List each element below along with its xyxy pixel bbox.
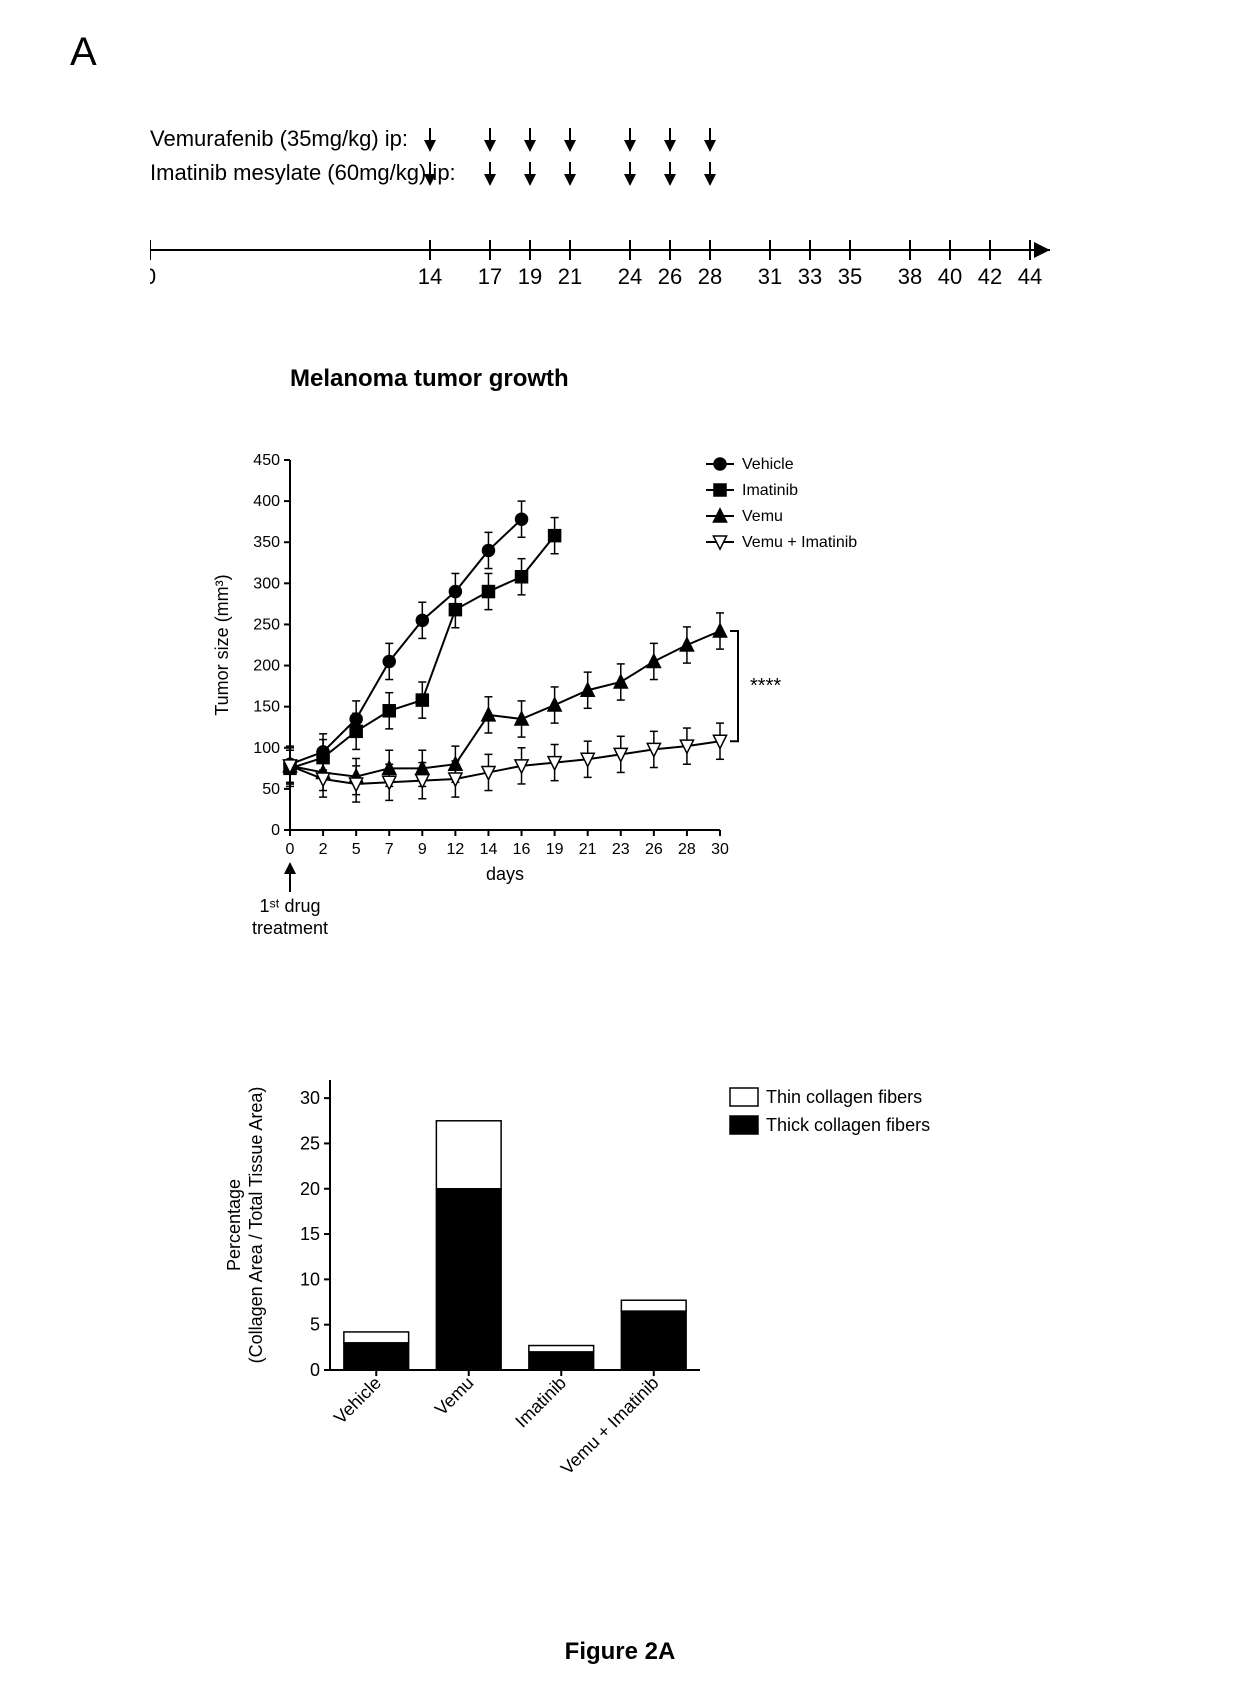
bar-category-label: Vehicle xyxy=(330,1373,385,1428)
timeline-tick-label: 19 xyxy=(518,264,542,289)
svg-text:2: 2 xyxy=(319,841,328,858)
svg-text:19: 19 xyxy=(546,841,564,858)
dose-arrow-icon xyxy=(524,128,536,152)
timeline-tick-label: 28 xyxy=(698,264,722,289)
figure-page: A Vemurafenib (35mg/kg) ip: Imatinib mesy… xyxy=(0,0,1240,1706)
svg-text:10: 10 xyxy=(300,1269,320,1289)
svg-text:200: 200 xyxy=(253,658,280,675)
legend-label: Thick collagen fibers xyxy=(766,1115,930,1135)
svg-text:28: 28 xyxy=(678,841,696,858)
legend-label: Thin collagen fibers xyxy=(766,1087,922,1107)
svg-text:30: 30 xyxy=(300,1088,320,1108)
timeline-tick-label: 17 xyxy=(478,264,502,289)
timeline-tick-label: 38 xyxy=(898,264,922,289)
svg-text:15: 15 xyxy=(300,1224,320,1244)
svg-text:(Collagen Area / Total Tissue: (Collagen Area / Total Tissue Area) xyxy=(246,1087,266,1364)
bar-category-label: Vemu + Imatinib xyxy=(557,1373,663,1479)
timeline-tick-label: 44 xyxy=(1018,264,1042,289)
svg-text:20: 20 xyxy=(300,1179,320,1199)
svg-text:26: 26 xyxy=(645,841,663,858)
svg-text:450: 450 xyxy=(253,452,280,469)
dose-arrow-icon xyxy=(524,162,536,186)
legend-label: Vemu xyxy=(742,508,783,525)
svg-text:25: 25 xyxy=(300,1133,320,1153)
svg-text:50: 50 xyxy=(262,781,280,798)
tumor-growth-chart: 0 50 100 150 200 250 300 350 400 450 0 2 5 7 9 12 14 16 19… xyxy=(200,440,980,975)
legend-label: Vehicle xyxy=(742,456,794,473)
dose-arrow-icon xyxy=(564,162,576,186)
drug-label: Vemurafenib (35mg/kg) ip: xyxy=(150,126,408,151)
svg-text:100: 100 xyxy=(253,740,280,757)
svg-text:30: 30 xyxy=(711,841,729,858)
dose-arrow-icon xyxy=(704,162,716,186)
dose-arrow-icon xyxy=(664,162,676,186)
dose-arrow-icon xyxy=(624,162,636,186)
svg-text:5: 5 xyxy=(352,841,361,858)
drug-label: Imatinib mesylate (60mg/kg) ip: xyxy=(150,160,456,185)
svg-text:150: 150 xyxy=(253,699,280,716)
dose-arrow-icon xyxy=(624,128,636,152)
timeline-tick-label: 21 xyxy=(558,264,582,289)
timeline-tick-label: 35 xyxy=(838,264,862,289)
timeline-tick-label: 31 xyxy=(758,264,782,289)
dose-arrow-icon xyxy=(664,128,676,152)
svg-text:1ˢᵗ drug: 1ˢᵗ drug xyxy=(259,896,320,916)
bar-category-label: Imatinib xyxy=(511,1373,570,1432)
svg-text:350: 350 xyxy=(253,534,280,551)
treatment-timeline: Vemurafenib (35mg/kg) ip: Imatinib mesyla… xyxy=(150,110,1070,320)
timeline-tick-label: 42 xyxy=(978,264,1002,289)
svg-text:0: 0 xyxy=(271,822,280,839)
dose-arrow-icon xyxy=(564,128,576,152)
svg-text:21: 21 xyxy=(579,841,597,858)
svg-text:Percentage: Percentage xyxy=(224,1179,244,1271)
legend-label: Vemu + Imatinib xyxy=(742,534,857,551)
svg-text:14: 14 xyxy=(480,841,498,858)
dose-arrow-icon xyxy=(424,128,436,152)
dose-arrow-icon xyxy=(484,162,496,186)
dose-arrow-icon xyxy=(484,128,496,152)
svg-text:23: 23 xyxy=(612,841,630,858)
growth-chart-title: Melanoma tumor growth xyxy=(290,365,569,393)
svg-text:12: 12 xyxy=(446,841,464,858)
svg-text:7: 7 xyxy=(385,841,394,858)
svg-text:9: 9 xyxy=(418,841,427,858)
svg-text:300: 300 xyxy=(253,575,280,592)
panel-label: A xyxy=(70,30,97,75)
bar-category-label: Vemu xyxy=(431,1373,478,1420)
timeline-tick-label: 14 xyxy=(418,264,442,289)
collagen-bar-chart: 0 5 10 15 20 25 30 Percentage(Collagen Area / T… xyxy=(200,1060,980,1545)
timeline-tick-label: 0 xyxy=(150,264,156,289)
svg-text:0: 0 xyxy=(310,1360,320,1380)
timeline-tick-label: 24 xyxy=(618,264,642,289)
svg-text:0: 0 xyxy=(286,841,295,858)
svg-text:400: 400 xyxy=(253,493,280,510)
dose-arrow-icon xyxy=(704,128,716,152)
svg-text:5: 5 xyxy=(310,1315,320,1335)
svg-text:****: **** xyxy=(750,675,781,697)
timeline-tick-label: 40 xyxy=(938,264,962,289)
timeline-tick-label: 33 xyxy=(798,264,822,289)
svg-text:Tumor size (mm³): Tumor size (mm³) xyxy=(212,574,232,715)
svg-text:days: days xyxy=(486,864,524,884)
svg-text:250: 250 xyxy=(253,616,280,633)
timeline-tick-label: 26 xyxy=(658,264,682,289)
svg-text:treatment: treatment xyxy=(252,918,328,938)
legend-label: Imatinib xyxy=(742,482,798,499)
svg-text:16: 16 xyxy=(513,841,531,858)
figure-caption: Figure 2A xyxy=(0,1638,1240,1666)
